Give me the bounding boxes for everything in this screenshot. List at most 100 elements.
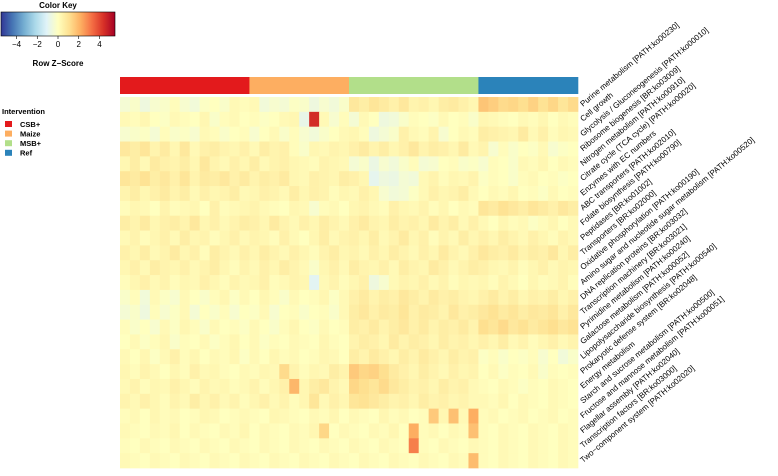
heatmap-cell <box>129 156 141 172</box>
heatmap-cell <box>139 289 151 306</box>
heatmap-cell <box>149 186 161 202</box>
heatmap-cell <box>428 334 439 350</box>
heatmap-cell <box>179 215 191 231</box>
heatmap-cell <box>408 215 420 231</box>
heatmap-cell <box>568 304 579 320</box>
heatmap-cell <box>438 215 449 231</box>
heatmap-cell <box>368 97 380 113</box>
heatmap-cell <box>169 215 181 231</box>
heatmap-cell <box>438 186 449 202</box>
heatmap-cell <box>329 438 340 454</box>
heatmap-cell <box>349 289 360 306</box>
heatmap-cell <box>309 126 320 142</box>
heatmap-cell <box>169 349 181 365</box>
heatmap-cell <box>159 349 171 365</box>
heatmap-cell <box>349 275 360 291</box>
heatmap-cell <box>229 423 240 439</box>
heatmap-cell <box>478 349 489 365</box>
heatmap-cell <box>259 438 270 454</box>
heatmap-cell <box>458 97 469 113</box>
heatmap-cell <box>508 111 519 128</box>
heatmap-cell <box>279 408 290 424</box>
heatmap-cell <box>299 438 310 454</box>
heatmap-cell <box>448 319 459 335</box>
heatmap-cell <box>368 364 380 380</box>
heatmap-cell <box>289 275 300 291</box>
heatmap-cell <box>368 349 380 365</box>
heatmap-cell <box>358 171 370 187</box>
heatmap-cell <box>478 304 489 320</box>
heatmap-cell <box>538 215 549 231</box>
heatmap-cell <box>120 378 131 395</box>
group-bar-segment <box>478 77 579 94</box>
heatmap-cell <box>239 275 250 291</box>
heatmap-cell <box>209 349 220 365</box>
heatmap-cell <box>508 319 519 335</box>
heatmap-cell <box>488 289 499 306</box>
heatmap-cell <box>339 408 350 424</box>
heatmap-cell <box>558 438 569 454</box>
heatmap-cell <box>339 200 350 217</box>
heatmap-cell <box>558 275 569 291</box>
heatmap-cell <box>179 111 191 128</box>
heatmap-cell <box>468 349 479 365</box>
heatmap-cell <box>358 408 370 424</box>
heatmap-cell <box>179 289 191 306</box>
heatmap-cell <box>468 364 479 380</box>
heatmap-cell <box>368 245 380 261</box>
heatmap-cell <box>299 275 310 291</box>
heatmap-cell <box>239 230 250 246</box>
color-key-tick-label: 4 <box>97 40 102 49</box>
heatmap-cell <box>438 364 449 380</box>
heatmap-cell <box>209 393 220 409</box>
heatmap-cell <box>339 275 350 291</box>
heatmap-cell <box>368 408 380 424</box>
heatmap-cell <box>368 378 380 395</box>
heatmap-cell <box>388 319 400 335</box>
heatmap-cell <box>209 111 220 128</box>
heatmap-cell <box>428 260 439 276</box>
heatmap-cell <box>189 245 201 261</box>
heatmap-cell <box>428 319 439 335</box>
heatmap-cell <box>358 289 370 306</box>
heatmap-cell <box>418 393 430 409</box>
heatmap-cell <box>339 423 350 439</box>
heatmap-cell <box>219 186 230 202</box>
heatmap-cell <box>388 200 400 217</box>
heatmap-cell <box>129 453 141 469</box>
heatmap-cell <box>199 111 210 128</box>
heatmap-cell <box>468 334 479 350</box>
heatmap-cell <box>568 275 579 291</box>
heatmap-cell <box>548 260 559 276</box>
heatmap-cell <box>209 364 220 380</box>
heatmap-cell <box>378 111 390 128</box>
heatmap-cell <box>398 245 410 261</box>
heatmap-cell <box>538 275 549 291</box>
heatmap-cell <box>568 230 579 246</box>
heatmap-cell <box>408 378 420 395</box>
heatmap-cell <box>398 453 410 469</box>
heatmap-cell <box>568 141 579 157</box>
heatmap-cell <box>319 393 330 409</box>
heatmap-cell <box>299 393 310 409</box>
heatmap-cell <box>558 334 569 350</box>
heatmap-cell <box>259 97 270 113</box>
heatmap-cell <box>259 393 270 409</box>
heatmap-cell <box>189 438 201 454</box>
heatmap-cell <box>368 334 380 350</box>
heatmap-cell <box>129 260 141 276</box>
heatmap-cell <box>309 334 320 350</box>
heatmap-cell <box>498 230 509 246</box>
heatmap-cell <box>368 171 380 187</box>
heatmap-cell <box>159 334 171 350</box>
legend-swatch <box>5 130 12 137</box>
heatmap-cell <box>418 364 430 380</box>
heatmap-cell <box>139 215 151 231</box>
heatmap-cell <box>458 393 469 409</box>
heatmap-cell <box>289 111 300 128</box>
heatmap-cell <box>139 334 151 350</box>
heatmap-cell <box>468 97 479 113</box>
heatmap-cell <box>129 393 141 409</box>
heatmap-cell <box>508 186 519 202</box>
